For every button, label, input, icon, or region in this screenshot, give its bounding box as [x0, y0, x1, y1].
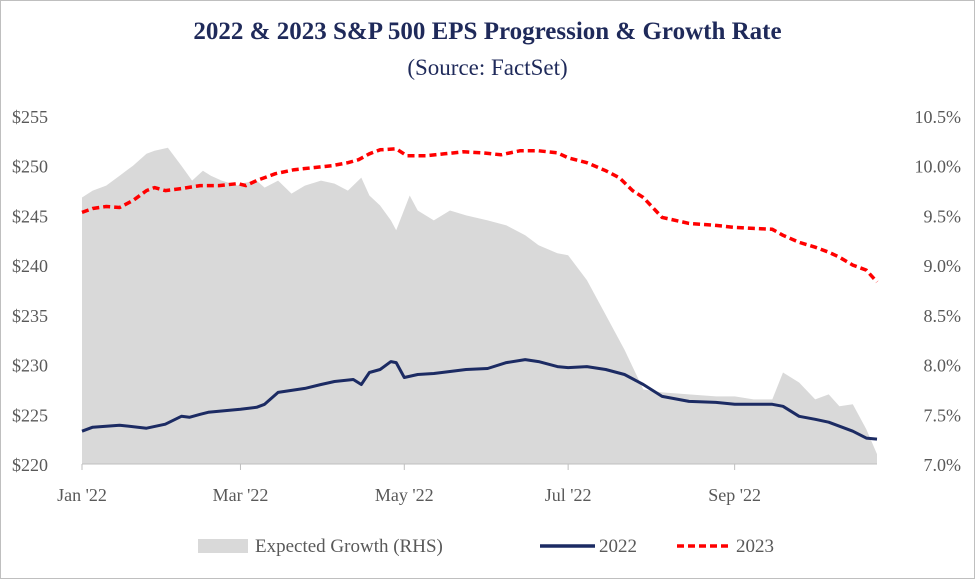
y-left-tick-label: $230 [12, 356, 48, 376]
y-left-tick-label: $255 [12, 107, 48, 127]
y-right-tick-label: 9.5% [924, 206, 962, 226]
series-line-2023 [81, 147, 879, 284]
y-left-tick-label: $235 [12, 306, 48, 326]
y-left-tick-label: $245 [12, 206, 48, 226]
y-right-tick-label: 7.5% [924, 405, 962, 425]
legend-swatch-expected-growth [198, 539, 248, 553]
chart-title: 2022 & 2023 S&P 500 EPS Progression & Gr… [193, 18, 782, 45]
x-tick-label: Jul '22 [545, 485, 592, 505]
x-tick-label: May '22 [375, 485, 434, 505]
y-right-tick-label: 10.5% [915, 107, 962, 127]
y-left-tick-label: $225 [12, 405, 48, 425]
legend-label: Expected Growth (RHS) [255, 536, 443, 557]
area-layer [82, 147, 877, 465]
x-tick-label: Sep '22 [708, 485, 761, 505]
chart-subtitle: (Source: FactSet) [407, 55, 568, 80]
y-right-tick-label: 10.0% [915, 157, 962, 177]
x-tick-label: Mar '22 [213, 485, 269, 505]
series-line-2022 [81, 358, 878, 441]
y-right-tick-label: 8.5% [924, 306, 962, 326]
y-right-tick-label: 9.0% [924, 256, 962, 276]
y-left-tick-label: $220 [12, 455, 48, 475]
x-tick-label: Jan '22 [57, 485, 107, 505]
axis-layer: $220 $225 $230 $235 $240 $245 $250 $255 7.0% 7.5%… [12, 107, 961, 505]
legend-label: 2022 [599, 536, 637, 557]
y-right-tick-label: 8.0% [924, 356, 962, 376]
line-layer [81, 147, 879, 441]
y-left-tick-label: $240 [12, 256, 48, 276]
y-left-tick-label: $250 [12, 157, 48, 177]
series-area-expected-growth [82, 147, 877, 465]
legend: Expected Growth (RHS) 2022 2023 [198, 536, 774, 557]
y-right-tick-label: 7.0% [924, 455, 962, 475]
legend-label: 2023 [736, 536, 774, 557]
